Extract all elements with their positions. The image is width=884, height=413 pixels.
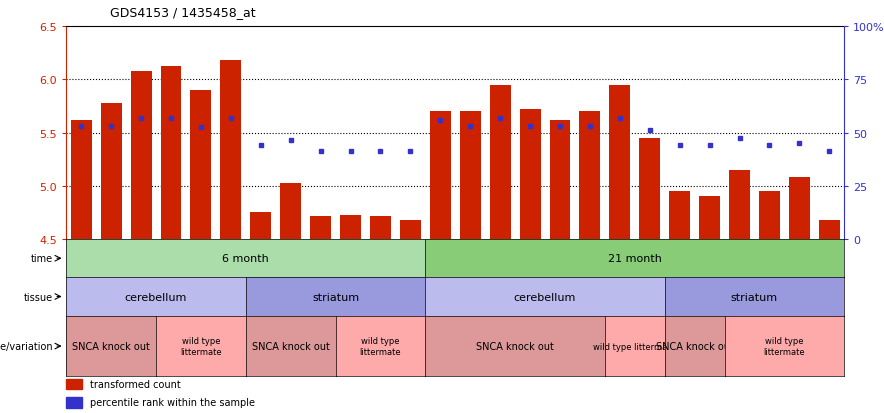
Bar [460, 112, 481, 240]
Bar [280, 183, 301, 240]
Text: striatum: striatum [312, 292, 359, 302]
Text: SNCA knock out: SNCA knock out [72, 341, 150, 351]
Bar [220, 61, 241, 240]
Bar [639, 138, 660, 240]
Bar [729, 171, 750, 240]
Text: SNCA knock out: SNCA knock out [476, 341, 554, 351]
Text: wild type
littermate: wild type littermate [764, 337, 805, 356]
Text: cerebellum: cerebellum [125, 292, 187, 302]
Bar [759, 192, 780, 240]
Bar [400, 221, 421, 240]
Bar [131, 71, 151, 240]
Text: wild type littermate: wild type littermate [593, 342, 676, 351]
Text: tissue: tissue [24, 292, 53, 302]
Bar [310, 216, 332, 240]
Bar [250, 213, 271, 240]
Bar [430, 112, 451, 240]
Text: genotype/variation: genotype/variation [0, 341, 53, 351]
Text: GDS4153 / 1435458_at: GDS4153 / 1435458_at [110, 6, 256, 19]
Bar [609, 85, 630, 240]
Bar [161, 67, 181, 240]
Bar [550, 121, 570, 240]
Bar [520, 110, 540, 240]
Text: time: time [31, 254, 53, 263]
Bar [699, 197, 720, 240]
Text: wild type
littermate: wild type littermate [360, 337, 401, 356]
Bar [190, 91, 211, 240]
Text: SNCA knock out: SNCA knock out [252, 341, 330, 351]
Bar [66, 397, 82, 408]
Bar [101, 103, 122, 240]
Bar [490, 85, 511, 240]
Bar [789, 178, 810, 240]
Bar [669, 192, 690, 240]
Bar [819, 221, 840, 240]
Bar [579, 112, 600, 240]
Text: wild type
littermate: wild type littermate [180, 337, 222, 356]
Bar [340, 215, 361, 240]
Text: 6 month: 6 month [223, 254, 270, 263]
Bar [370, 216, 391, 240]
Text: SNCA knock out: SNCA knock out [656, 341, 734, 351]
Text: cerebellum: cerebellum [514, 292, 576, 302]
Bar [66, 379, 82, 389]
Text: percentile rank within the sample: percentile rank within the sample [89, 397, 255, 407]
Text: striatum: striatum [731, 292, 778, 302]
Bar [71, 121, 92, 240]
Text: 21 month: 21 month [608, 254, 662, 263]
Text: transformed count: transformed count [89, 379, 180, 389]
